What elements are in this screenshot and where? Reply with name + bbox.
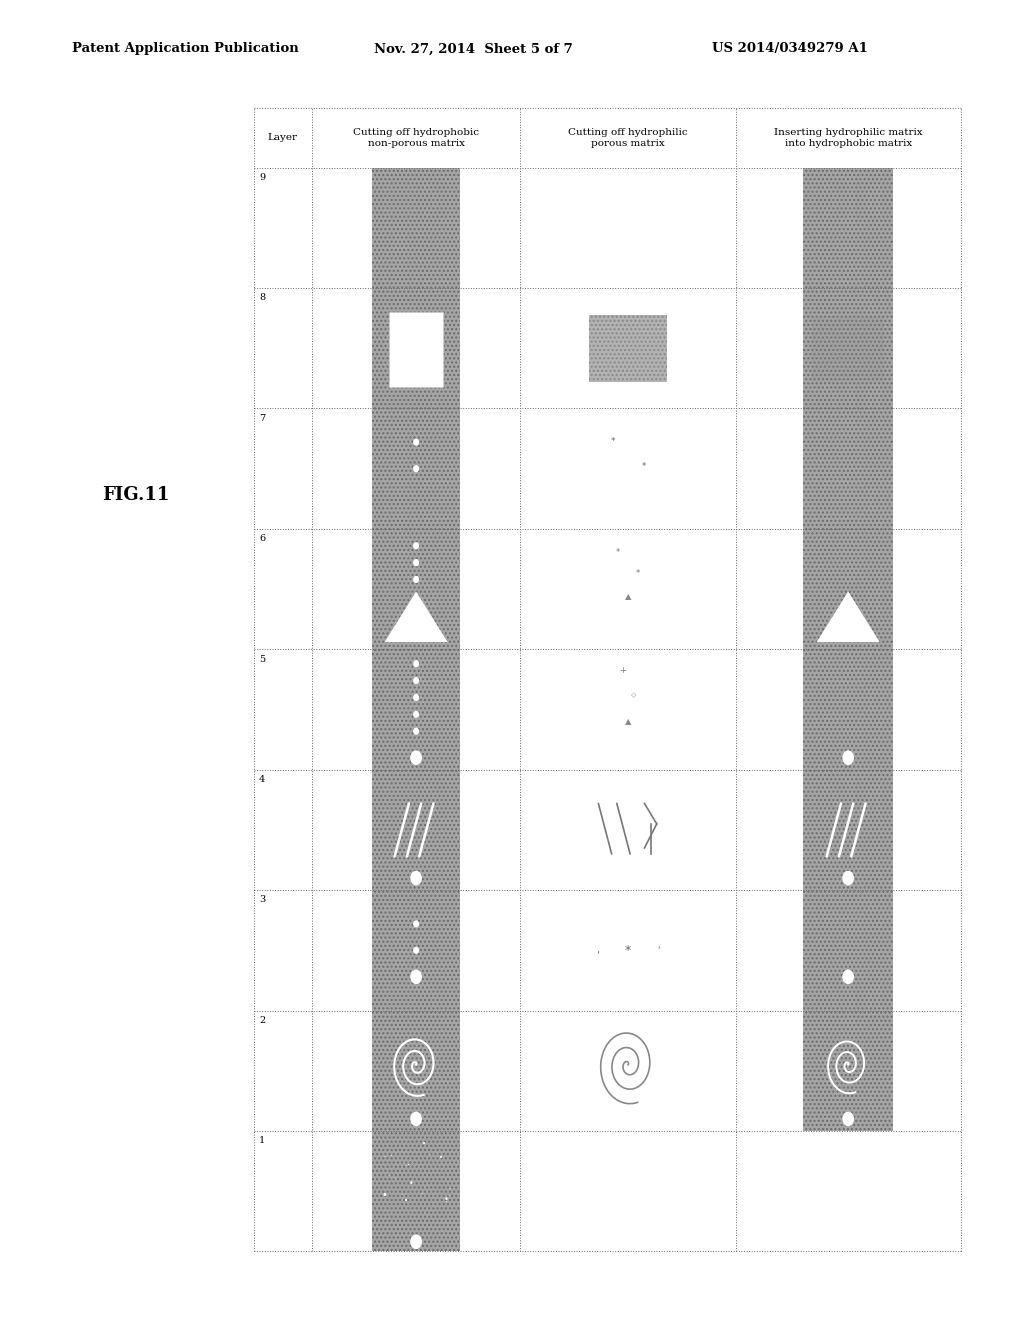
- Text: 6: 6: [259, 535, 265, 544]
- Text: ·: ·: [390, 1151, 393, 1162]
- Bar: [803, 168, 893, 1131]
- Text: ◇: ◇: [631, 692, 636, 698]
- Bar: [589, 314, 667, 381]
- Text: Nov. 27, 2014  Sheet 5 of 7: Nov. 27, 2014 Sheet 5 of 7: [374, 42, 572, 55]
- Circle shape: [414, 948, 419, 953]
- Text: 5: 5: [259, 655, 265, 664]
- Text: +: +: [620, 667, 627, 676]
- Circle shape: [843, 751, 853, 764]
- Text: •: •: [381, 1191, 387, 1200]
- Text: ·: ·: [444, 1197, 447, 1206]
- Text: ·: ·: [407, 1160, 410, 1170]
- Text: ▲: ▲: [625, 591, 632, 601]
- Text: •: •: [409, 1180, 414, 1188]
- Text: ,: ,: [596, 945, 599, 956]
- Circle shape: [414, 543, 419, 549]
- Circle shape: [843, 871, 853, 884]
- Text: ·: ·: [446, 1193, 450, 1199]
- Text: ·: ·: [388, 1173, 390, 1179]
- Polygon shape: [817, 591, 880, 642]
- Circle shape: [411, 1113, 421, 1126]
- Circle shape: [411, 871, 421, 884]
- Text: 9: 9: [259, 173, 265, 182]
- Text: Layer: Layer: [268, 133, 298, 143]
- Bar: [373, 168, 460, 1251]
- Bar: [389, 312, 443, 387]
- Text: *: *: [636, 569, 640, 578]
- Text: •: •: [444, 1195, 449, 1204]
- Circle shape: [843, 970, 853, 983]
- Text: 1: 1: [259, 1137, 265, 1146]
- Text: FIG.11: FIG.11: [102, 486, 170, 504]
- Circle shape: [414, 661, 419, 667]
- Circle shape: [414, 694, 419, 701]
- Text: ▲: ▲: [625, 717, 632, 726]
- Text: 3: 3: [259, 895, 265, 904]
- Bar: [812, 315, 884, 381]
- Text: *: *: [625, 944, 631, 957]
- Text: ·: ·: [428, 1152, 430, 1158]
- Text: Patent Application Publication: Patent Application Publication: [72, 42, 298, 55]
- Circle shape: [843, 1113, 853, 1126]
- Circle shape: [414, 440, 419, 445]
- Text: ·: ·: [420, 1191, 423, 1199]
- Text: 2: 2: [259, 1016, 265, 1024]
- Text: *: *: [641, 462, 645, 471]
- Text: ·: ·: [400, 1191, 403, 1200]
- Circle shape: [414, 711, 419, 717]
- Bar: [589, 314, 667, 381]
- Text: ': ': [657, 945, 660, 956]
- Circle shape: [414, 677, 419, 684]
- Circle shape: [411, 751, 421, 764]
- Text: ·: ·: [449, 1185, 451, 1193]
- Circle shape: [414, 466, 419, 471]
- Circle shape: [411, 970, 421, 983]
- Circle shape: [414, 560, 419, 565]
- Bar: [373, 168, 460, 1251]
- Text: ·: ·: [383, 1154, 386, 1160]
- Text: ·: ·: [404, 1163, 407, 1170]
- Bar: [812, 315, 884, 381]
- Text: ·: ·: [393, 1176, 395, 1181]
- Text: Cutting off hydrophilic
porous matrix: Cutting off hydrophilic porous matrix: [568, 128, 688, 148]
- Text: 8: 8: [259, 293, 265, 302]
- Text: *: *: [615, 549, 620, 557]
- Text: 4: 4: [259, 775, 265, 784]
- Circle shape: [411, 1236, 421, 1249]
- Circle shape: [414, 729, 419, 734]
- Bar: [803, 168, 893, 1131]
- Text: Inserting hydrophilic matrix
into hydrophobic matrix: Inserting hydrophilic matrix into hydrop…: [774, 128, 923, 148]
- Polygon shape: [385, 591, 447, 642]
- Circle shape: [414, 577, 419, 582]
- Text: US 2014/0349279 A1: US 2014/0349279 A1: [712, 42, 867, 55]
- Text: 7: 7: [259, 413, 265, 422]
- Text: •: •: [403, 1197, 408, 1204]
- Text: •: •: [439, 1155, 443, 1160]
- Circle shape: [414, 921, 419, 927]
- Text: •: •: [422, 1142, 426, 1147]
- Text: *: *: [610, 437, 615, 446]
- Text: Cutting off hydrophobic
non-porous matrix: Cutting off hydrophobic non-porous matri…: [353, 128, 479, 148]
